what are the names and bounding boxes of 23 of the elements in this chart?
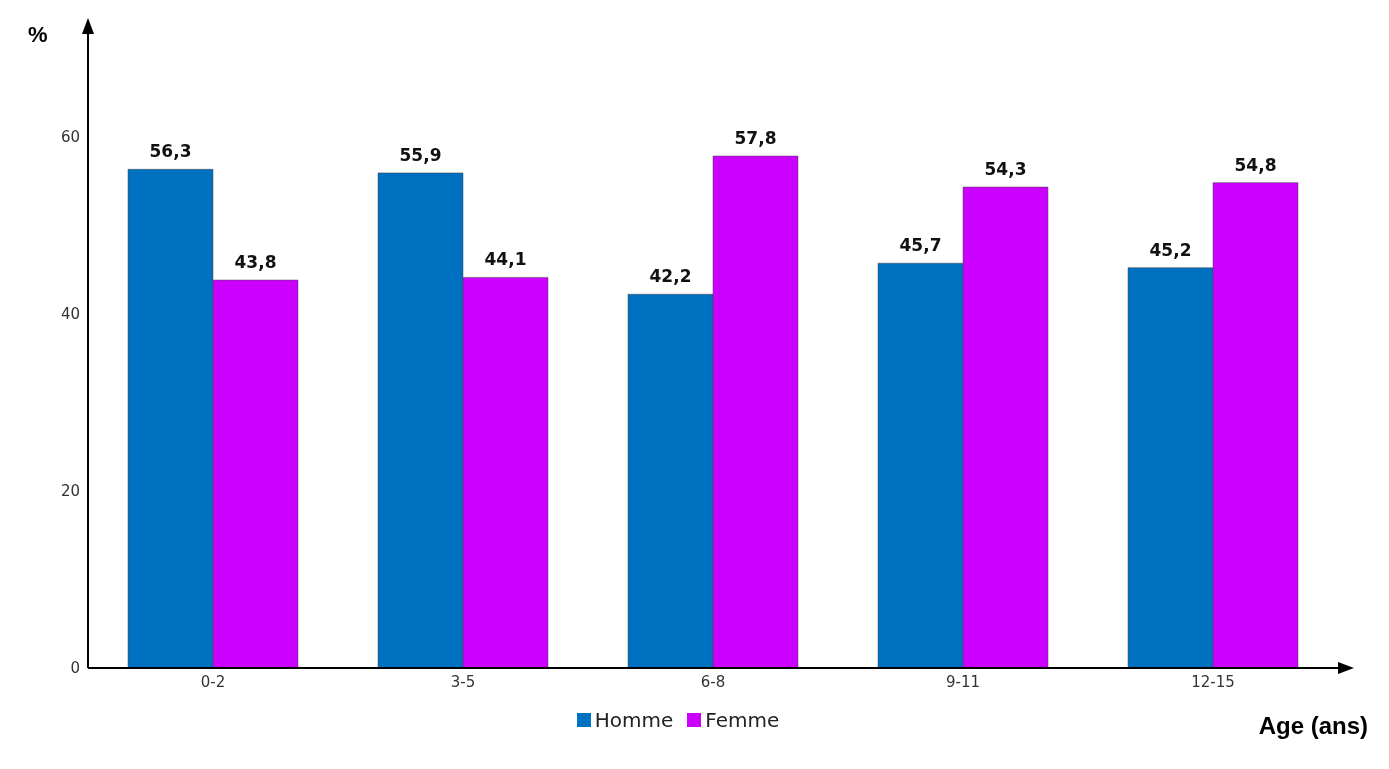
x-axis-title: Age (ans) <box>1258 712 1368 740</box>
y-tick-label: 0 <box>70 659 80 678</box>
legend-label: Homme <box>594 708 674 732</box>
data-label: 43,8 <box>234 252 277 273</box>
legend-label: Femme <box>705 708 780 732</box>
data-label: 45,7 <box>899 235 942 256</box>
data-label: 45,2 <box>1149 239 1192 260</box>
x-tick-label: 0-2 <box>200 672 226 691</box>
data-label: 44,1 <box>484 249 527 270</box>
x-tick-label: 12-15 <box>1191 672 1235 691</box>
data-label: 54,3 <box>984 159 1027 180</box>
data-label: 56,3 <box>149 141 192 162</box>
data-label: 42,2 <box>649 266 692 287</box>
x-tick-label: 6-8 <box>700 672 726 691</box>
data-label: 54,8 <box>1234 154 1277 175</box>
x-tick-label: 3-5 <box>450 672 476 691</box>
x-tick-label: 9-11 <box>945 672 981 691</box>
y-axis-title: % <box>28 22 48 48</box>
y-tick-label: 20 <box>60 482 80 501</box>
data-label: 55,9 <box>399 144 442 165</box>
data-label: 57,8 <box>734 128 777 149</box>
y-tick-label: 60 <box>60 127 80 146</box>
y-tick-label: 40 <box>60 305 80 324</box>
